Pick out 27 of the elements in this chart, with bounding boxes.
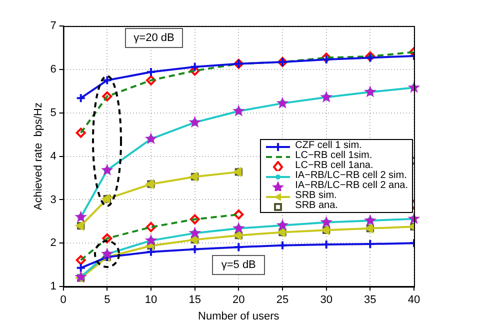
y-tick-label: 5 [50,106,56,119]
x-tick-label: 15 [188,294,201,306]
legend-label: SRB ana. [295,200,338,211]
x-tick-label: 5 [104,294,110,306]
x-tick-label: 10 [144,294,158,306]
x-tick-label: 20 [232,294,245,306]
legend-label: CZF cell 1 sim. [295,140,362,151]
annotation: γ=5 dB [212,254,265,275]
legend-label: LC−RB cell 1sim. [295,150,372,161]
legend-label: IA−RB/LC−RB cell 2 sim. [295,170,407,181]
x-axis-title: Number of users [198,310,280,322]
x-tick-label: 40 [408,294,420,306]
y-tick-label: 6 [50,63,56,76]
legend-label: SRB sim. [295,190,337,201]
x-tick-label: 25 [276,294,289,306]
annotation: γ=20 dB [124,28,184,48]
y-tick-label: 3 [50,194,56,206]
x-tick-label: 30 [320,294,332,306]
x-tick-label: 0 [60,294,66,306]
y-tick-label: 7 [50,20,56,32]
legend-label: IA−RB/LC−RB cell 2 ana. [295,180,408,191]
legend-label: LC−RB cell 1ana. [295,160,374,171]
y-tick-label: 2 [50,237,56,250]
y-axis-title: Achieved rate bps/Hz [32,102,45,210]
y-tick-label: 4 [50,150,56,162]
x-tick-label: 35 [364,294,376,306]
y-tick-label: 1 [50,280,56,293]
